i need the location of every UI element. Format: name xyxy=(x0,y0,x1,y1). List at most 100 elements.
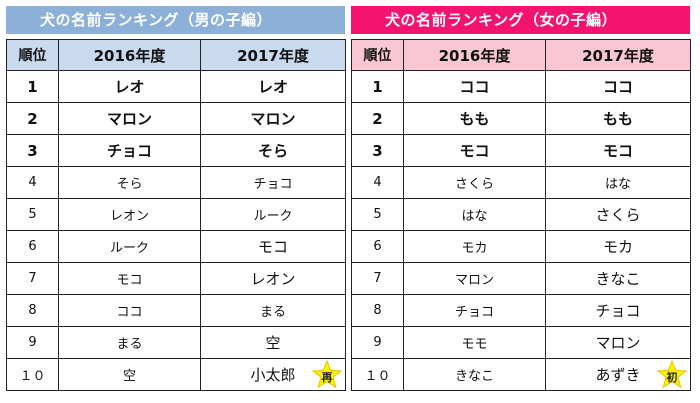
name-2017-cell: きなこ xyxy=(545,262,691,295)
rank-cell-text: 4 xyxy=(373,175,382,190)
name-2016-cell: マロン xyxy=(58,102,201,135)
name-2016-cell-text: モモ xyxy=(461,337,488,352)
name-2016-cell: ルーク xyxy=(58,230,201,263)
name-2016-cell: モモ xyxy=(403,326,546,359)
name-2017-cell: マロン xyxy=(200,102,346,135)
name-2017-cell: あずき 初 xyxy=(545,358,691,391)
rank-cell: 1 xyxy=(351,70,404,103)
rank-cell: 9 xyxy=(6,326,59,359)
star-icon xyxy=(657,360,687,389)
boys-title: 犬の名前ランキング（男の子編） xyxy=(6,6,345,34)
header-2016: 2016年度 xyxy=(403,39,546,71)
girls-panel: 犬の名前ランキング（女の子編） 順位 2016年度 2017年度 1 ココ ココ 2 も… xyxy=(351,6,691,391)
header-2017: 2017年度 xyxy=(200,39,346,71)
name-2016-cell-text: モコ xyxy=(459,142,490,160)
rank-cell-text: １０ xyxy=(364,369,391,384)
name-2017-cell: 空 xyxy=(200,326,346,359)
girls-title: 犬の名前ランキング（女の子編） xyxy=(351,6,690,34)
name-2016-cell-text: モコ xyxy=(116,273,143,288)
boys-table: 順位 2016年度 2017年度 1 レオ レオ 2 マロン マロン 3 チョコ そら 4 そら チョ… xyxy=(6,39,346,391)
name-2017-cell-text: レオン xyxy=(250,270,296,288)
rank-cell: 2 xyxy=(6,102,59,135)
boys-header-row: 順位 2016年度 2017年度 xyxy=(6,39,346,71)
name-2016-cell-text: まる xyxy=(116,337,143,352)
name-2017-cell: チョコ xyxy=(545,294,691,327)
name-2017-cell: モコ xyxy=(200,230,346,263)
name-2017-cell-text: チョコ xyxy=(595,302,641,320)
rank-cell-text: １０ xyxy=(19,369,46,384)
rank-cell: 3 xyxy=(351,134,404,167)
name-2016-cell: ココ xyxy=(403,70,546,103)
ranking-row: 2 もも もも xyxy=(351,102,691,135)
rank-cell-text: 7 xyxy=(28,271,37,286)
name-2016-cell-text: ココ xyxy=(459,78,490,96)
rank-cell-text: 5 xyxy=(373,207,382,222)
name-2016-cell: もも xyxy=(403,102,546,135)
name-2016-cell-text: チョコ xyxy=(454,305,494,320)
rank-cell-text: 9 xyxy=(28,335,37,350)
ranking-row: 7 マロン きなこ xyxy=(351,262,691,295)
name-2016-cell-text: はな xyxy=(461,209,488,224)
name-2017-cell-text: はな xyxy=(604,177,631,192)
ranking-row: １０ 空 小太郎 再 xyxy=(6,358,346,391)
rank-cell-text: 9 xyxy=(373,335,382,350)
rank-cell-text: 2 xyxy=(372,109,383,128)
name-2016-cell: はな xyxy=(403,198,546,231)
ranking-row: 5 レオン ルーク xyxy=(6,198,346,231)
badge-label: 再 xyxy=(321,371,333,384)
name-2017-cell: ルーク xyxy=(200,198,346,231)
badge-label: 初 xyxy=(666,371,678,384)
girls-table: 順位 2016年度 2017年度 1 ココ ココ 2 もも もも 3 モコ モコ 4 さくら はな 5 は… xyxy=(351,39,691,391)
name-2016-cell: モコ xyxy=(58,262,201,295)
ranking-row: 5 はな さくら xyxy=(351,198,691,231)
name-2017-cell-text: マロン xyxy=(595,334,641,352)
rank-cell: １０ xyxy=(351,358,404,391)
ranking-row: 9 まる 空 xyxy=(6,326,346,359)
name-2016-cell-text: もも xyxy=(459,110,490,128)
name-2016-cell: モコ xyxy=(403,134,546,167)
name-2016-cell: まる xyxy=(58,326,201,359)
name-2017-cell-text: ココ xyxy=(602,78,633,96)
rank-cell: 8 xyxy=(351,294,404,327)
name-2017-cell: モカ xyxy=(545,230,691,263)
name-2017-cell: レオ xyxy=(200,70,346,103)
ranking-row: 8 チョコ チョコ xyxy=(351,294,691,327)
ranking-row: 4 さくら はな xyxy=(351,166,691,199)
rank-cell: 7 xyxy=(6,262,59,295)
ranking-row: 2 マロン マロン xyxy=(6,102,346,135)
ranking-row: １０ きなこ あずき 初 xyxy=(351,358,691,391)
rank-cell: 5 xyxy=(351,198,404,231)
rank-cell: １０ xyxy=(6,358,59,391)
name-2016-cell-text: レオ xyxy=(114,78,145,96)
star-badge: 再 xyxy=(312,360,342,390)
name-2017-cell-text: マロン xyxy=(250,110,296,128)
ranking-row: 1 レオ レオ xyxy=(6,70,346,103)
ranking-row: 4 そら チョコ xyxy=(6,166,346,199)
name-2017-cell: そら xyxy=(200,134,346,167)
rank-cell-text: 3 xyxy=(372,141,383,160)
name-2016-cell: レオン xyxy=(58,198,201,231)
boys-panel: 犬の名前ランキング（男の子編） 順位 2016年度 2017年度 1 レオ レオ 2 マ… xyxy=(6,6,346,391)
star-icon xyxy=(312,360,342,389)
name-2016-cell-text: ココ xyxy=(116,305,143,320)
name-2017-cell-text: あずき xyxy=(595,366,641,384)
rank-cell: 4 xyxy=(351,166,404,199)
name-2017-cell-text: 小太郎 xyxy=(250,366,296,384)
rank-cell-text: 1 xyxy=(27,77,38,96)
header-2017: 2017年度 xyxy=(545,39,691,71)
name-2016-cell-text: マロン xyxy=(454,273,494,288)
ranking-row: 3 チョコ そら xyxy=(6,134,346,167)
name-2016-cell-text: そら xyxy=(116,177,143,192)
rank-cell: 6 xyxy=(6,230,59,263)
name-2016-cell: チョコ xyxy=(403,294,546,327)
name-2017-cell: もも xyxy=(545,102,691,135)
name-2017-cell: マロン xyxy=(545,326,691,359)
name-2017-cell-text: モコ xyxy=(257,238,288,256)
rank-cell-text: 8 xyxy=(373,303,382,318)
name-2017-cell: まる xyxy=(200,294,346,327)
name-2017-cell-text: チョコ xyxy=(253,177,293,192)
name-2016-cell: チョコ xyxy=(58,134,201,167)
header-rank: 順位 xyxy=(351,39,404,71)
name-2017-cell-text: そら xyxy=(257,142,288,160)
